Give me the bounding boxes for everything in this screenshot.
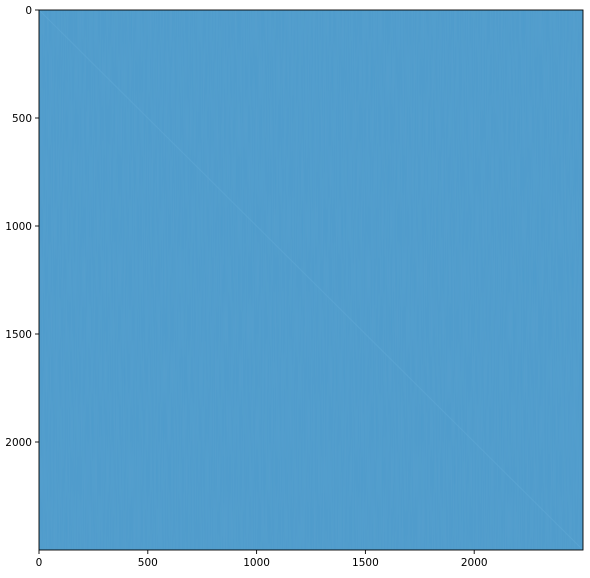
y-tick-label: 500	[12, 113, 32, 125]
x-tick-label: 500	[138, 557, 158, 569]
y-tick-label: 0	[25, 5, 32, 17]
y-tick-label: 1000	[5, 221, 32, 233]
y-tick-label: 2000	[5, 437, 32, 449]
plot-frame	[38, 9, 584, 551]
x-tick-label: 2000	[461, 557, 488, 569]
y-tick-label: 1500	[5, 329, 32, 341]
y-axis: 0 500 1000 1500 2000	[5, 5, 39, 449]
x-axis: 0 500 1000 1500 2000	[36, 550, 488, 569]
plot-area	[38, 9, 584, 551]
x-tick-label: 0	[36, 557, 43, 569]
x-tick-label: 1500	[352, 557, 379, 569]
x-tick-label: 1000	[243, 557, 270, 569]
heatmap-diagonal	[38, 9, 584, 551]
